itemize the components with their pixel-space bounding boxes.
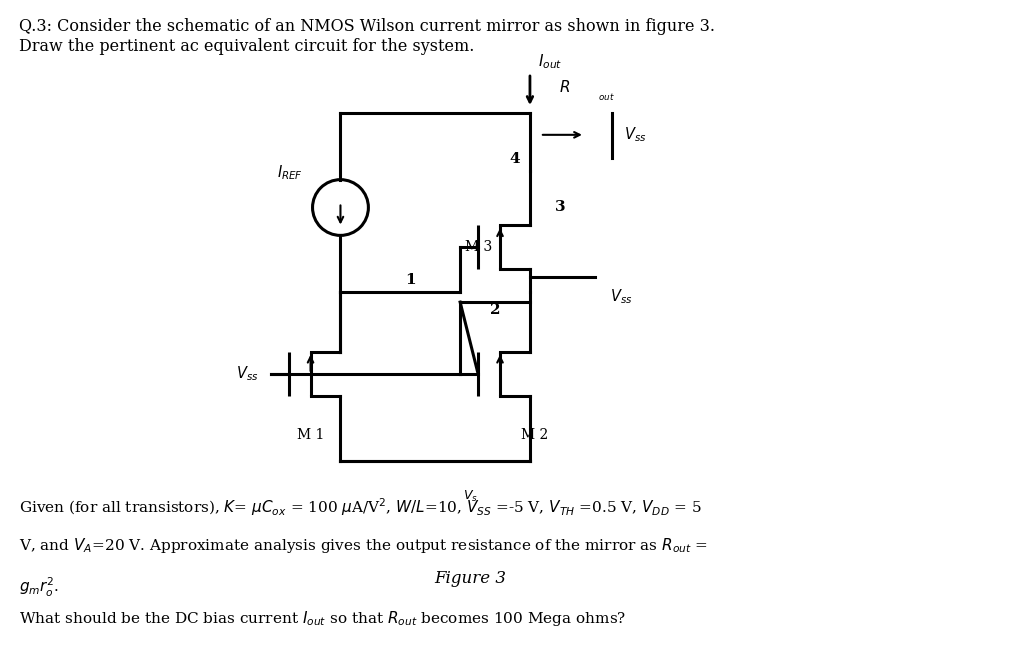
Text: 1: 1 — [405, 273, 416, 287]
Text: $I_{REF}$: $I_{REF}$ — [277, 164, 303, 182]
Text: $V_{ss}$: $V_{ss}$ — [610, 288, 633, 307]
Text: M 3: M 3 — [465, 240, 492, 254]
Text: What should be the DC bias current $I_{out}$ so that $R_{out}$ becomes 100 Mega : What should be the DC bias current $I_{o… — [19, 609, 626, 628]
Text: M 2: M 2 — [521, 428, 549, 442]
Text: M 1: M 1 — [296, 428, 324, 442]
Text: $V_s$: $V_s$ — [463, 489, 477, 504]
Text: Figure 3: Figure 3 — [434, 571, 506, 587]
Text: 2: 2 — [490, 303, 501, 317]
Text: Given (for all transistors), $K$= $\mu C_{ox}$ = 100 $\mu$A/V$^2$, $W/L$=10, $V_: Given (for all transistors), $K$= $\mu C… — [19, 496, 702, 518]
Text: V, and $V_A$=20 V. Approximate analysis gives the output resistance of the mirro: V, and $V_A$=20 V. Approximate analysis … — [19, 536, 708, 555]
Text: $g_m r_o^2$.: $g_m r_o^2$. — [19, 576, 59, 599]
Text: Q.3: Consider the schematic of an NMOS Wilson current mirror as shown in figure : Q.3: Consider the schematic of an NMOS W… — [19, 19, 715, 55]
Text: $V_{ss}$: $V_{ss}$ — [236, 365, 259, 383]
Text: 3: 3 — [555, 199, 565, 214]
Text: $I_{out}$: $I_{out}$ — [538, 52, 562, 71]
Text: $_{out}$: $_{out}$ — [598, 90, 614, 103]
Text: $R$: $R$ — [559, 79, 570, 95]
Text: $V_{ss}$: $V_{ss}$ — [623, 126, 646, 144]
Text: 4: 4 — [509, 152, 520, 166]
